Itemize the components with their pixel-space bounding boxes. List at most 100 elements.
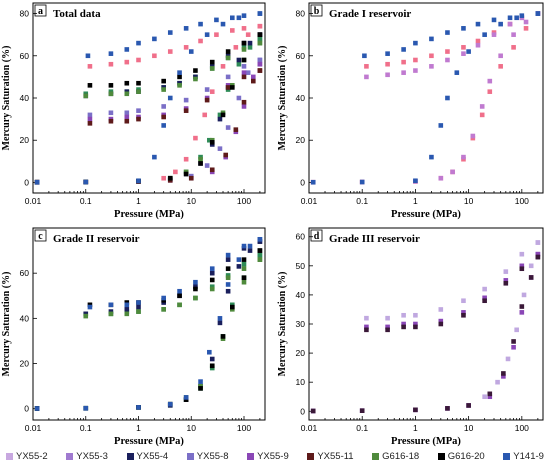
x-tick-label: 0.1	[356, 196, 368, 206]
data-point	[193, 68, 198, 73]
data-point	[177, 302, 182, 308]
data-point	[161, 295, 166, 301]
data-point	[257, 252, 263, 258]
data-point	[209, 356, 215, 362]
data-point	[482, 286, 487, 292]
data-point	[214, 17, 219, 23]
legend-label: G616-20	[447, 450, 485, 462]
data-point	[87, 121, 93, 126]
data-point	[230, 15, 235, 21]
data-point	[108, 51, 114, 56]
data-point	[501, 374, 506, 379]
data-point	[236, 257, 242, 262]
data-point	[241, 70, 247, 75]
data-point	[108, 83, 114, 88]
data-point	[461, 45, 466, 50]
data-point	[183, 156, 189, 162]
data-point	[230, 85, 235, 90]
data-point	[482, 295, 487, 301]
x-tick-label: 1	[413, 423, 418, 433]
data-point	[217, 116, 223, 122]
data-point	[491, 32, 497, 37]
panel-letter: b	[314, 6, 320, 17]
data-point	[209, 167, 215, 173]
data-point	[217, 320, 223, 326]
data-point	[193, 279, 198, 285]
data-point	[247, 45, 253, 50]
data-point	[385, 324, 390, 330]
y-axis-label: Mercury Saturation (%)	[1, 46, 12, 151]
x-tick-label: 0.1	[80, 196, 92, 206]
data-point	[438, 123, 444, 128]
legend-swatch	[247, 452, 255, 460]
data-point	[507, 15, 513, 21]
y-tick-label: 40	[20, 93, 30, 103]
panel-title: Grade II reservoir	[53, 233, 140, 245]
data-point	[507, 21, 513, 27]
data-point	[401, 47, 406, 52]
legend-swatch	[372, 452, 380, 460]
data-point	[519, 266, 525, 272]
panel-title: Grade III reservoir	[329, 233, 420, 245]
data-point	[183, 171, 189, 177]
data-point	[230, 304, 235, 310]
data-point	[466, 49, 471, 54]
plot-frame	[308, 227, 544, 421]
y-tick-label: 0	[24, 404, 29, 414]
plot-frame	[308, 2, 544, 194]
panel-letter-box	[34, 229, 47, 242]
data-point	[310, 408, 316, 414]
data-point	[167, 401, 173, 407]
data-point	[183, 97, 189, 103]
data-point	[498, 64, 503, 69]
data-point	[491, 17, 497, 23]
data-point	[136, 108, 141, 113]
panel-title: Grade I reservoir	[329, 8, 411, 20]
legend-item: YX55-3	[66, 451, 108, 462]
data-point	[482, 32, 487, 37]
y-tick-label: 30	[296, 319, 306, 329]
y-axis-label: Mercury Saturation (%)	[1, 272, 12, 377]
data-point	[209, 266, 215, 271]
data-point	[225, 125, 231, 130]
data-point	[108, 302, 114, 308]
data-point	[83, 179, 89, 185]
data-point	[223, 152, 229, 158]
data-point	[241, 13, 247, 18]
data-point	[204, 97, 210, 103]
data-point	[514, 327, 519, 333]
data-point	[364, 74, 369, 80]
data-point	[257, 68, 263, 73]
data-point	[161, 78, 166, 84]
x-tick-label: 10	[464, 423, 474, 433]
data-point	[161, 114, 166, 120]
y-tick-label: 0	[24, 177, 29, 187]
data-point	[487, 394, 493, 400]
data-point	[225, 266, 231, 271]
data-point	[173, 169, 178, 175]
data-point	[438, 318, 444, 324]
data-point	[207, 137, 212, 143]
y-tick-label: 20	[296, 135, 306, 145]
x-tick-label: 1	[136, 423, 141, 433]
data-point	[466, 403, 471, 408]
legend-label: Y141-9	[513, 450, 544, 462]
data-point	[108, 61, 114, 67]
y-axis-label: Mercury Saturation (%)	[277, 272, 288, 377]
data-point	[364, 324, 369, 330]
x-axis-label: Pressure (MPa)	[114, 209, 184, 220]
data-point	[385, 327, 390, 333]
panel-letter: a	[38, 6, 43, 17]
y-tick-label: 20	[20, 359, 30, 369]
data-point	[136, 57, 141, 63]
data-point	[167, 175, 173, 181]
x-axis-label: Pressure (MPa)	[391, 436, 461, 447]
data-point	[108, 91, 114, 97]
x-tick-label: 0.1	[356, 423, 368, 433]
data-point	[83, 313, 89, 319]
data-point	[257, 40, 263, 46]
panel-letter: d	[314, 231, 320, 242]
data-point	[479, 112, 485, 118]
legend-item: YX55-9	[247, 451, 289, 462]
data-point	[161, 104, 166, 109]
